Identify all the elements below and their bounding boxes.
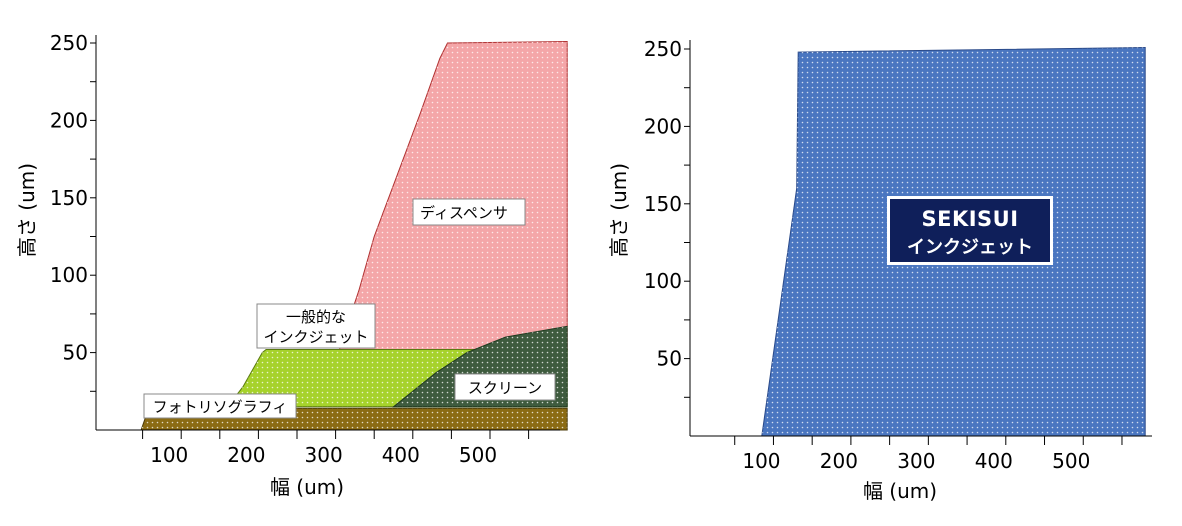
label-dispenser-box [412,198,526,226]
label-dispenser: ディスペンサ [412,198,526,226]
label-screen-box [454,373,556,401]
left-y-tick-label-250: 250 [50,31,88,55]
label-screen: スクリーン [454,373,556,401]
right-x-tick-label-100: 100 [742,449,780,473]
left-chart: 100 200 300 400 500 50 100 150 200 250 幅 (um) 高さ… [15,31,568,499]
left-x-tick-label-500: 500 [459,443,497,467]
label-photolithography-box [143,393,297,419]
right-y-tick-label-100: 100 [644,269,682,293]
label-general-inkjet: 一般的な インクジェット [256,303,376,349]
label-photolithography: フォトリソグラフィ [143,393,297,419]
left-x-tick-label-400: 400 [382,443,420,467]
right-x-tick-label-300: 300 [897,449,935,473]
left-region-labels: ディスペンサ 一般的な インクジェット スクリーン フォトリソグラフィ [143,198,556,419]
right-axes: 100 200 300 400 500 50 100 150 200 250 幅 (um) 高さ… [607,37,1152,503]
logo-brand-text: SEKISUI [921,207,1018,231]
right-x-tick-label-400: 400 [975,449,1013,473]
right-chart: 100 200 300 400 500 50 100 150 200 250 幅 (um) 高さ… [607,37,1152,503]
label-general-inkjet-line1: 一般的な [286,308,346,326]
right-x-axis-title: 幅 (um) [863,479,937,503]
left-area-series [140,40,568,431]
right-y-tick-label-250: 250 [644,37,682,61]
left-y-ticks: 50 100 150 200 250 [50,31,96,392]
right-x-tick-label-500: 500 [1052,449,1090,473]
left-y-tick-label-150: 150 [50,186,88,210]
right-y-tick-label-150: 150 [644,192,682,216]
left-x-tick-label-200: 200 [227,443,265,467]
right-x-tick-label-200: 200 [820,449,858,473]
left-y-tick-label-200: 200 [50,108,88,132]
left-x-ticks: 100 200 300 400 500 [142,430,530,467]
right-y-axis-title: 高さ (um) [607,163,631,257]
left-y-tick-label-100: 100 [50,263,88,287]
right-y-tick-label-200: 200 [644,114,682,138]
right-y-tick-label-50: 50 [657,347,682,371]
label-dispenser-text: ディスペンサ [420,204,508,222]
sekisui-logo: SEKISUI インクジェット [887,196,1053,265]
right-y-ticks: 50 100 150 200 250 [644,37,690,398]
label-photolithography-text: フォトリソグラフィ [153,398,288,416]
label-general-inkjet-line2: インクジェット [263,328,368,346]
left-y-axis-title: 高さ (um) [15,163,39,257]
left-axes: 100 200 300 400 500 50 100 150 200 250 幅 (um) 高さ… [15,31,560,499]
left-x-axis-title: 幅 (um) [270,475,344,499]
right-x-ticks: 100 200 300 400 500 [734,436,1123,473]
label-general-inkjet-box [256,303,376,349]
label-screen-text: スクリーン [468,379,542,397]
left-x-tick-label-100: 100 [150,443,188,467]
left-area-0-texture [339,41,568,350]
left-x-tick-label-300: 300 [305,443,343,467]
logo-background [890,199,1050,262]
logo-subtitle-text: インクジェット [907,237,1033,258]
left-y-tick-label-50: 50 [63,341,88,365]
